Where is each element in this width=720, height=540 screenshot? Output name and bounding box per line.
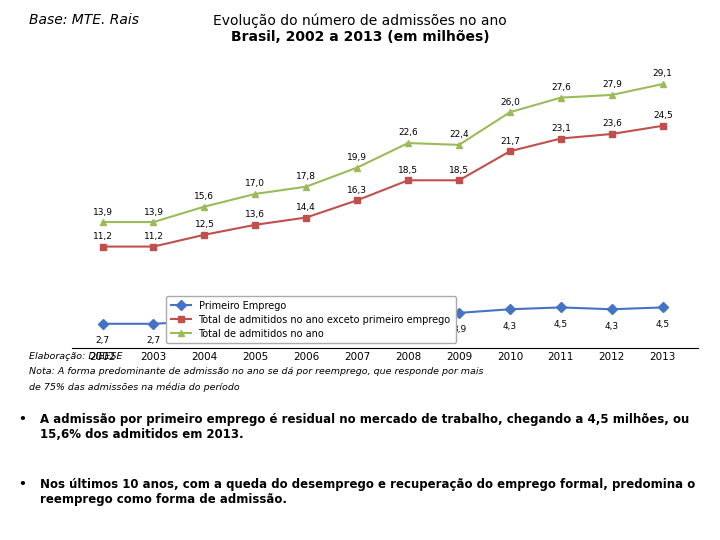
- Text: Brasil, 2002 a 2013 (em milhões): Brasil, 2002 a 2013 (em milhões): [230, 30, 490, 44]
- Text: 16,3: 16,3: [347, 186, 367, 195]
- Text: 3,9: 3,9: [452, 326, 466, 334]
- Text: 15,6: 15,6: [194, 192, 215, 201]
- Text: 17,8: 17,8: [296, 172, 316, 181]
- Text: Nota: A forma predominante de admissão no ano se dá por reemprego, que responde : Nota: A forma predominante de admissão n…: [29, 367, 483, 376]
- Text: 26,0: 26,0: [500, 98, 520, 106]
- Text: 11,2: 11,2: [143, 232, 163, 241]
- Text: 22,4: 22,4: [449, 130, 469, 139]
- Text: 23,1: 23,1: [551, 124, 571, 133]
- Text: Evolução do número de admissões no ano: Evolução do número de admissões no ano: [213, 14, 507, 28]
- Text: 3,6: 3,6: [350, 328, 364, 337]
- Text: Nos últimos 10 anos, com a queda do desemprego e recuperação do emprego formal, : Nos últimos 10 anos, com a queda do dese…: [40, 478, 695, 506]
- Text: 22,6: 22,6: [398, 129, 418, 138]
- Text: 3,0: 3,0: [197, 334, 212, 342]
- Text: •: •: [18, 478, 26, 491]
- Text: 17,0: 17,0: [246, 179, 266, 188]
- Text: •: •: [18, 413, 26, 426]
- Text: 13,6: 13,6: [246, 210, 266, 219]
- Text: 4,5: 4,5: [554, 320, 568, 329]
- Text: 13,9: 13,9: [93, 207, 112, 217]
- Text: 18,5: 18,5: [398, 166, 418, 175]
- Text: 2,7: 2,7: [146, 336, 161, 345]
- Text: de 75% das admissões na média do período: de 75% das admissões na média do período: [29, 382, 240, 392]
- Text: 18,5: 18,5: [449, 166, 469, 175]
- Text: 3,4: 3,4: [300, 330, 313, 339]
- Text: 23,6: 23,6: [602, 119, 622, 129]
- Text: 4,3: 4,3: [605, 322, 619, 330]
- Text: Base: MTE. Rais: Base: MTE. Rais: [29, 14, 139, 28]
- Text: 29,1: 29,1: [653, 70, 672, 78]
- Text: 21,7: 21,7: [500, 137, 520, 146]
- Text: 27,6: 27,6: [551, 83, 571, 92]
- Text: Elaboração: DIEESE: Elaboração: DIEESE: [29, 352, 122, 361]
- Text: 27,9: 27,9: [602, 80, 622, 89]
- Text: 14,4: 14,4: [297, 203, 316, 212]
- Text: 11,2: 11,2: [93, 232, 112, 241]
- Text: 13,9: 13,9: [143, 207, 163, 217]
- Text: 4,3: 4,3: [503, 322, 517, 330]
- Text: 24,5: 24,5: [653, 111, 672, 120]
- Text: 4,0: 4,0: [401, 325, 415, 334]
- Text: A admissão por primeiro emprego é residual no mercado de trabalho, chegando a 4,: A admissão por primeiro emprego é residu…: [40, 413, 689, 441]
- Legend: Primeiro Emprego, Total de admitidos no ano exceto primeiro emprego, Total de ad: Primeiro Emprego, Total de admitidos no …: [166, 296, 456, 343]
- Text: 12,5: 12,5: [194, 220, 215, 229]
- Text: 3,4: 3,4: [248, 330, 262, 339]
- Text: 4,5: 4,5: [656, 320, 670, 329]
- Text: 19,9: 19,9: [347, 153, 367, 162]
- Text: 2,7: 2,7: [96, 336, 109, 345]
